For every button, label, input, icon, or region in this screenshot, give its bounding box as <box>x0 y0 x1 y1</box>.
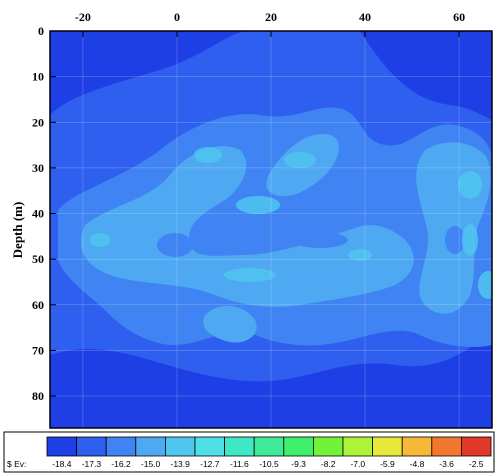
x-tick-label: 40 <box>359 10 371 24</box>
x-tick-label: 60 <box>453 10 465 24</box>
region-peak <box>194 147 222 163</box>
legend-value-label: -3.6 <box>439 459 454 469</box>
region-peak <box>458 171 482 199</box>
legend-swatch <box>105 436 137 457</box>
legend-label: $ Ev: <box>7 459 26 469</box>
legend-swatch <box>401 436 433 457</box>
legend-swatch <box>372 436 403 457</box>
legend-swatch <box>283 436 314 457</box>
legend-value-label: -18.4 <box>52 459 72 469</box>
region-peak <box>348 249 372 261</box>
region-peak <box>224 268 276 282</box>
x-tick-label: 20 <box>265 10 277 24</box>
legend-value-label: -12.7 <box>200 459 220 469</box>
legend-value-label: -2.5 <box>469 459 484 469</box>
x-axis: -20 0 20 40 60 <box>75 10 465 37</box>
legend-swatch <box>194 436 226 457</box>
region-body-outer <box>292 232 348 248</box>
legend-value-label: -5.9 <box>380 459 395 469</box>
legend-value-label: -13.9 <box>171 459 191 469</box>
legend-swatch <box>342 436 374 457</box>
region-body-outer <box>157 233 193 257</box>
legend-swatch <box>431 436 462 457</box>
y-tick-label: 80 <box>32 389 44 403</box>
y-tick-label: 20 <box>32 115 44 129</box>
y-tick-label: 0 <box>38 24 44 38</box>
legend-value-label: -9.3 <box>291 459 306 469</box>
legend-value-label: -4.8 <box>410 459 425 469</box>
y-tick-label: 40 <box>32 207 44 221</box>
region-peak <box>236 196 280 214</box>
region-body-inner <box>81 146 414 307</box>
region-body-outer <box>445 226 465 254</box>
x-tick-label: -20 <box>75 10 91 24</box>
legend-value-labels: -18.4 -17.3 -16.2 -15.0 -13.9 -12.7 -11.6 -10.5… <box>52 459 484 469</box>
region-body-inner <box>203 305 257 343</box>
x-tick-label: 0 <box>174 10 180 24</box>
y-tick-label: 30 <box>32 161 44 175</box>
legend-value-label: -11.6 <box>230 459 249 469</box>
legend-value-label: -17.3 <box>82 459 102 469</box>
y-tick-label: 10 <box>32 70 44 84</box>
legend-value-label: -8.2 <box>321 459 336 469</box>
legend-value-label: -10.5 <box>259 459 279 469</box>
legend-value-label: -16.2 <box>111 459 131 469</box>
y-axis-label: Depth (m) <box>10 202 25 259</box>
region-peak <box>462 224 478 256</box>
region-peak <box>478 271 492 299</box>
legend: $ Ev: -18.4 -17.3 -16.2 -15.0 -13.9 -12.7 -11.… <box>3 431 495 473</box>
legend-swatch <box>460 436 492 457</box>
region-peak <box>284 152 316 168</box>
legend-swatch <box>224 436 255 457</box>
legend-value-label: -7.0 <box>350 459 365 469</box>
legend-swatch <box>46 436 78 457</box>
legend-value-label: -15.0 <box>141 459 161 469</box>
legend-swatch <box>135 436 166 457</box>
legend-swatches <box>46 436 492 457</box>
y-tick-label: 70 <box>32 343 44 357</box>
region-peak <box>90 233 110 247</box>
y-axis: 0 10 20 30 40 50 60 70 80 <box>32 24 56 403</box>
y-tick-label: 50 <box>32 252 44 266</box>
plot-area <box>50 31 492 428</box>
legend-swatch <box>164 436 196 457</box>
legend-swatch <box>312 436 344 457</box>
y-tick-label: 60 <box>32 298 44 312</box>
legend-swatch <box>253 436 285 457</box>
legend-swatch <box>76 436 107 457</box>
